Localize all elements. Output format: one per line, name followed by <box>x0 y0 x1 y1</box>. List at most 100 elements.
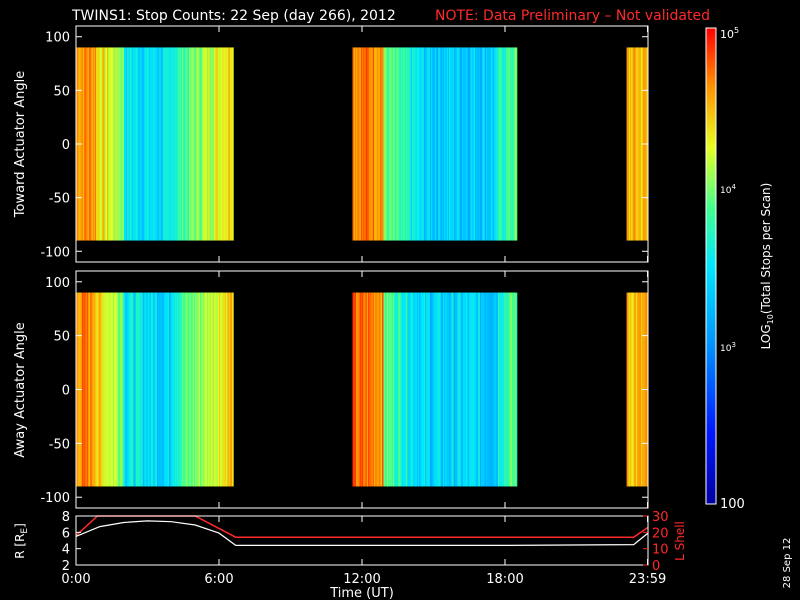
colorbar-tick-1e4: 104 <box>720 183 736 196</box>
heatmap-column <box>515 47 518 241</box>
heatmap-column <box>216 47 219 241</box>
heatmap-column <box>634 47 637 241</box>
x-tick-label: 23:59 <box>629 572 666 587</box>
heatmap-column <box>135 47 138 241</box>
colorbar-tick-1e3: 103 <box>720 341 736 354</box>
heatmap-column <box>196 47 198 241</box>
heatmap-column <box>90 292 92 487</box>
heatmap-column <box>180 292 183 487</box>
heatmap-column <box>105 47 108 241</box>
colorbar-tick-100: 100 <box>720 497 745 512</box>
heatmap-column <box>109 292 111 487</box>
heatmap-column <box>440 292 443 487</box>
heatmap-column <box>415 47 418 241</box>
heatmap-column <box>104 292 107 487</box>
heatmap-column <box>481 47 483 241</box>
heatmap-column <box>210 292 213 487</box>
heatmap-column <box>471 292 474 487</box>
heatmap-column <box>471 47 474 241</box>
heatmap-column <box>402 292 405 487</box>
heatmap-column <box>638 292 641 487</box>
heatmap-column <box>507 47 509 241</box>
heatmap-column <box>628 292 631 487</box>
heatmap-column <box>358 47 361 241</box>
heatmap-column <box>134 292 136 487</box>
heatmap-column <box>400 47 402 241</box>
preliminary-note: NOTE: Data Preliminary – Not validated <box>435 8 710 24</box>
heatmap-column <box>360 292 363 487</box>
heatmap-column <box>201 47 203 241</box>
heatmap-column <box>159 292 162 487</box>
heatmap-column <box>155 292 158 487</box>
heatmap-column <box>397 47 400 241</box>
heatmap-column <box>204 292 207 487</box>
heatmap-column <box>457 47 459 241</box>
heatmap-column <box>456 47 458 241</box>
heatmap-column <box>634 292 637 487</box>
heatmap-column <box>81 47 84 241</box>
heatmap-column <box>379 292 382 487</box>
heatmap-column <box>377 292 380 487</box>
heatmap-column <box>115 47 117 241</box>
heatmap-column <box>127 292 129 487</box>
heatmap-column <box>133 292 135 487</box>
heatmap-column <box>495 292 498 487</box>
heatmap-column <box>123 292 126 487</box>
heatmap-column <box>211 47 214 241</box>
heatmap-column <box>406 47 408 241</box>
heatmap-column <box>505 292 507 487</box>
heatmap-column <box>485 47 488 241</box>
heatmap-column <box>476 47 478 241</box>
heatmap-column <box>154 47 157 241</box>
heatmap-column <box>143 292 146 487</box>
heatmap-column <box>421 292 424 487</box>
heatmap-column <box>466 47 469 241</box>
heatmap-column <box>185 292 188 487</box>
heatmap-column <box>162 292 165 487</box>
heatmap-column <box>185 47 188 241</box>
heatmap-column <box>147 47 150 241</box>
heatmap-column <box>208 292 210 487</box>
heatmap-column <box>475 47 477 241</box>
heatmap-column <box>205 47 208 241</box>
colorbar: 100 103 104 105 LOG10(Total Stops per Sc… <box>705 26 775 512</box>
heatmap-column <box>445 47 448 241</box>
heatmap-column <box>111 292 114 487</box>
heatmap-column <box>465 47 468 241</box>
heatmap-column <box>636 47 638 241</box>
y-tick-label: -100 <box>40 491 70 506</box>
heatmap-column <box>161 47 164 241</box>
heatmap-column <box>186 292 189 487</box>
heatmap-column <box>130 292 133 487</box>
heatmap-column <box>479 47 482 241</box>
heatmap-column <box>182 292 184 487</box>
heatmap-column <box>478 47 481 241</box>
heatmap-column <box>631 292 633 487</box>
heatmap-column <box>91 292 94 487</box>
heatmap-column <box>488 292 490 487</box>
heatmap-column <box>170 292 172 487</box>
date-stamp: 28 Sep 12 <box>782 538 793 589</box>
heatmap-column <box>408 292 411 487</box>
heatmap-column <box>437 47 439 241</box>
heatmap-column <box>354 47 357 241</box>
heatmap-column <box>154 292 157 487</box>
heatmap-column <box>132 47 134 241</box>
heatmap-column <box>416 292 419 487</box>
heatmap-column <box>188 292 190 487</box>
heatmap-column <box>104 47 107 241</box>
heatmap-column <box>376 47 378 241</box>
heatmap-column <box>459 47 462 241</box>
heatmap-column <box>465 292 468 487</box>
heatmap-column <box>115 292 117 487</box>
heatmap-column <box>408 47 411 241</box>
heatmap-column <box>458 292 461 487</box>
heatmap-column <box>639 47 642 241</box>
heatmap-column <box>475 292 477 487</box>
heatmap-column <box>494 292 496 487</box>
heatmap-column <box>141 47 144 241</box>
heatmap-column <box>497 47 500 241</box>
heatmap-column <box>97 292 100 487</box>
heatmap-column <box>137 47 140 241</box>
heatmap-column <box>139 292 141 487</box>
